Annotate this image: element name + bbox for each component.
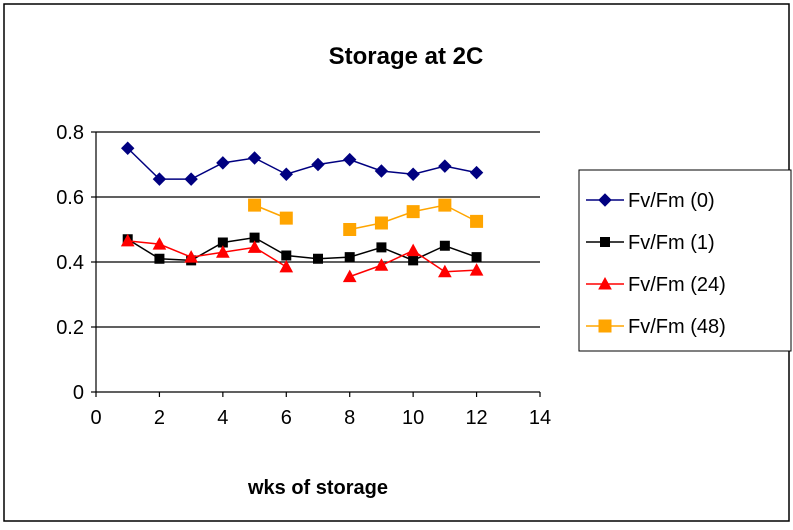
data-point bbox=[154, 253, 165, 264]
data-point bbox=[406, 243, 420, 257]
data-point bbox=[470, 214, 484, 228]
legend-marker-2 bbox=[598, 276, 612, 290]
series-0 bbox=[121, 141, 484, 186]
data-point bbox=[343, 223, 357, 236]
data-point bbox=[281, 250, 292, 261]
y-tick-label: 0.4 bbox=[56, 252, 84, 274]
series-3 bbox=[248, 198, 484, 236]
y-tick-label: 0.8 bbox=[56, 122, 84, 144]
legend-marker-3 bbox=[598, 319, 612, 333]
x-axis-label: wks of storage bbox=[247, 477, 388, 499]
y-tick-label: 0.2 bbox=[56, 317, 84, 339]
data-point bbox=[343, 152, 357, 167]
data-point bbox=[438, 198, 452, 212]
x-tick-label: 14 bbox=[529, 407, 551, 429]
x-tick-label: 0 bbox=[90, 407, 101, 429]
series-group bbox=[120, 141, 484, 283]
x-tick-label: 10 bbox=[402, 407, 424, 429]
data-point bbox=[311, 157, 325, 172]
data-point bbox=[342, 269, 357, 283]
x-tick-label: 4 bbox=[217, 407, 228, 429]
legend-marker-0 bbox=[598, 193, 612, 207]
y-tick-label: 0.6 bbox=[56, 187, 84, 209]
legend-label-1: Fv/Fm (1) bbox=[628, 232, 715, 254]
data-point bbox=[248, 198, 262, 212]
data-point bbox=[247, 151, 262, 165]
data-point bbox=[469, 263, 484, 276]
data-point bbox=[406, 205, 420, 219]
data-point bbox=[374, 258, 389, 271]
axes bbox=[91, 131, 541, 397]
legend: Fv/Fm (0) Fv/Fm (1) Fv/Fm (24) Fv/Fm (48) bbox=[578, 169, 792, 352]
data-point bbox=[216, 245, 230, 258]
data-point bbox=[216, 156, 230, 170]
data-point bbox=[152, 172, 167, 186]
data-point bbox=[439, 240, 450, 251]
data-point bbox=[374, 164, 389, 178]
data-point bbox=[279, 211, 293, 225]
y-tick-label: 0 bbox=[73, 382, 84, 404]
data-point bbox=[438, 159, 452, 173]
data-point bbox=[408, 255, 419, 266]
data-point bbox=[376, 242, 387, 253]
data-point bbox=[406, 167, 420, 181]
data-point bbox=[121, 141, 135, 155]
data-point bbox=[184, 172, 198, 186]
data-point bbox=[313, 253, 323, 264]
x-tick-label: 6 bbox=[281, 407, 292, 429]
x-tick-label: 12 bbox=[465, 407, 487, 429]
legend-label-0: Fv/Fm (0) bbox=[628, 190, 715, 212]
data-point bbox=[120, 233, 135, 247]
y-tick-labels: 0 0.2 0.4 0.6 0.8 bbox=[56, 122, 84, 404]
data-point bbox=[279, 167, 293, 181]
data-point bbox=[152, 237, 167, 250]
x-tick-label: 2 bbox=[154, 407, 165, 429]
data-point bbox=[247, 240, 262, 253]
legend-label-2: Fv/Fm (24) bbox=[628, 274, 726, 296]
data-point bbox=[471, 252, 482, 263]
data-point bbox=[279, 259, 294, 273]
data-point bbox=[344, 252, 355, 263]
chart-title: Storage at 2C bbox=[329, 43, 484, 70]
data-point bbox=[374, 216, 388, 230]
data-point bbox=[438, 264, 452, 278]
legend-label-3: Fv/Fm (48) bbox=[628, 316, 726, 338]
x-tick-labels: 0 2 4 6 8 10 12 14 bbox=[90, 407, 551, 429]
data-point bbox=[469, 165, 484, 180]
legend-marker-1 bbox=[600, 237, 610, 247]
x-tick-label: 8 bbox=[344, 407, 355, 429]
data-point bbox=[184, 250, 198, 263]
series-2 bbox=[120, 233, 484, 283]
